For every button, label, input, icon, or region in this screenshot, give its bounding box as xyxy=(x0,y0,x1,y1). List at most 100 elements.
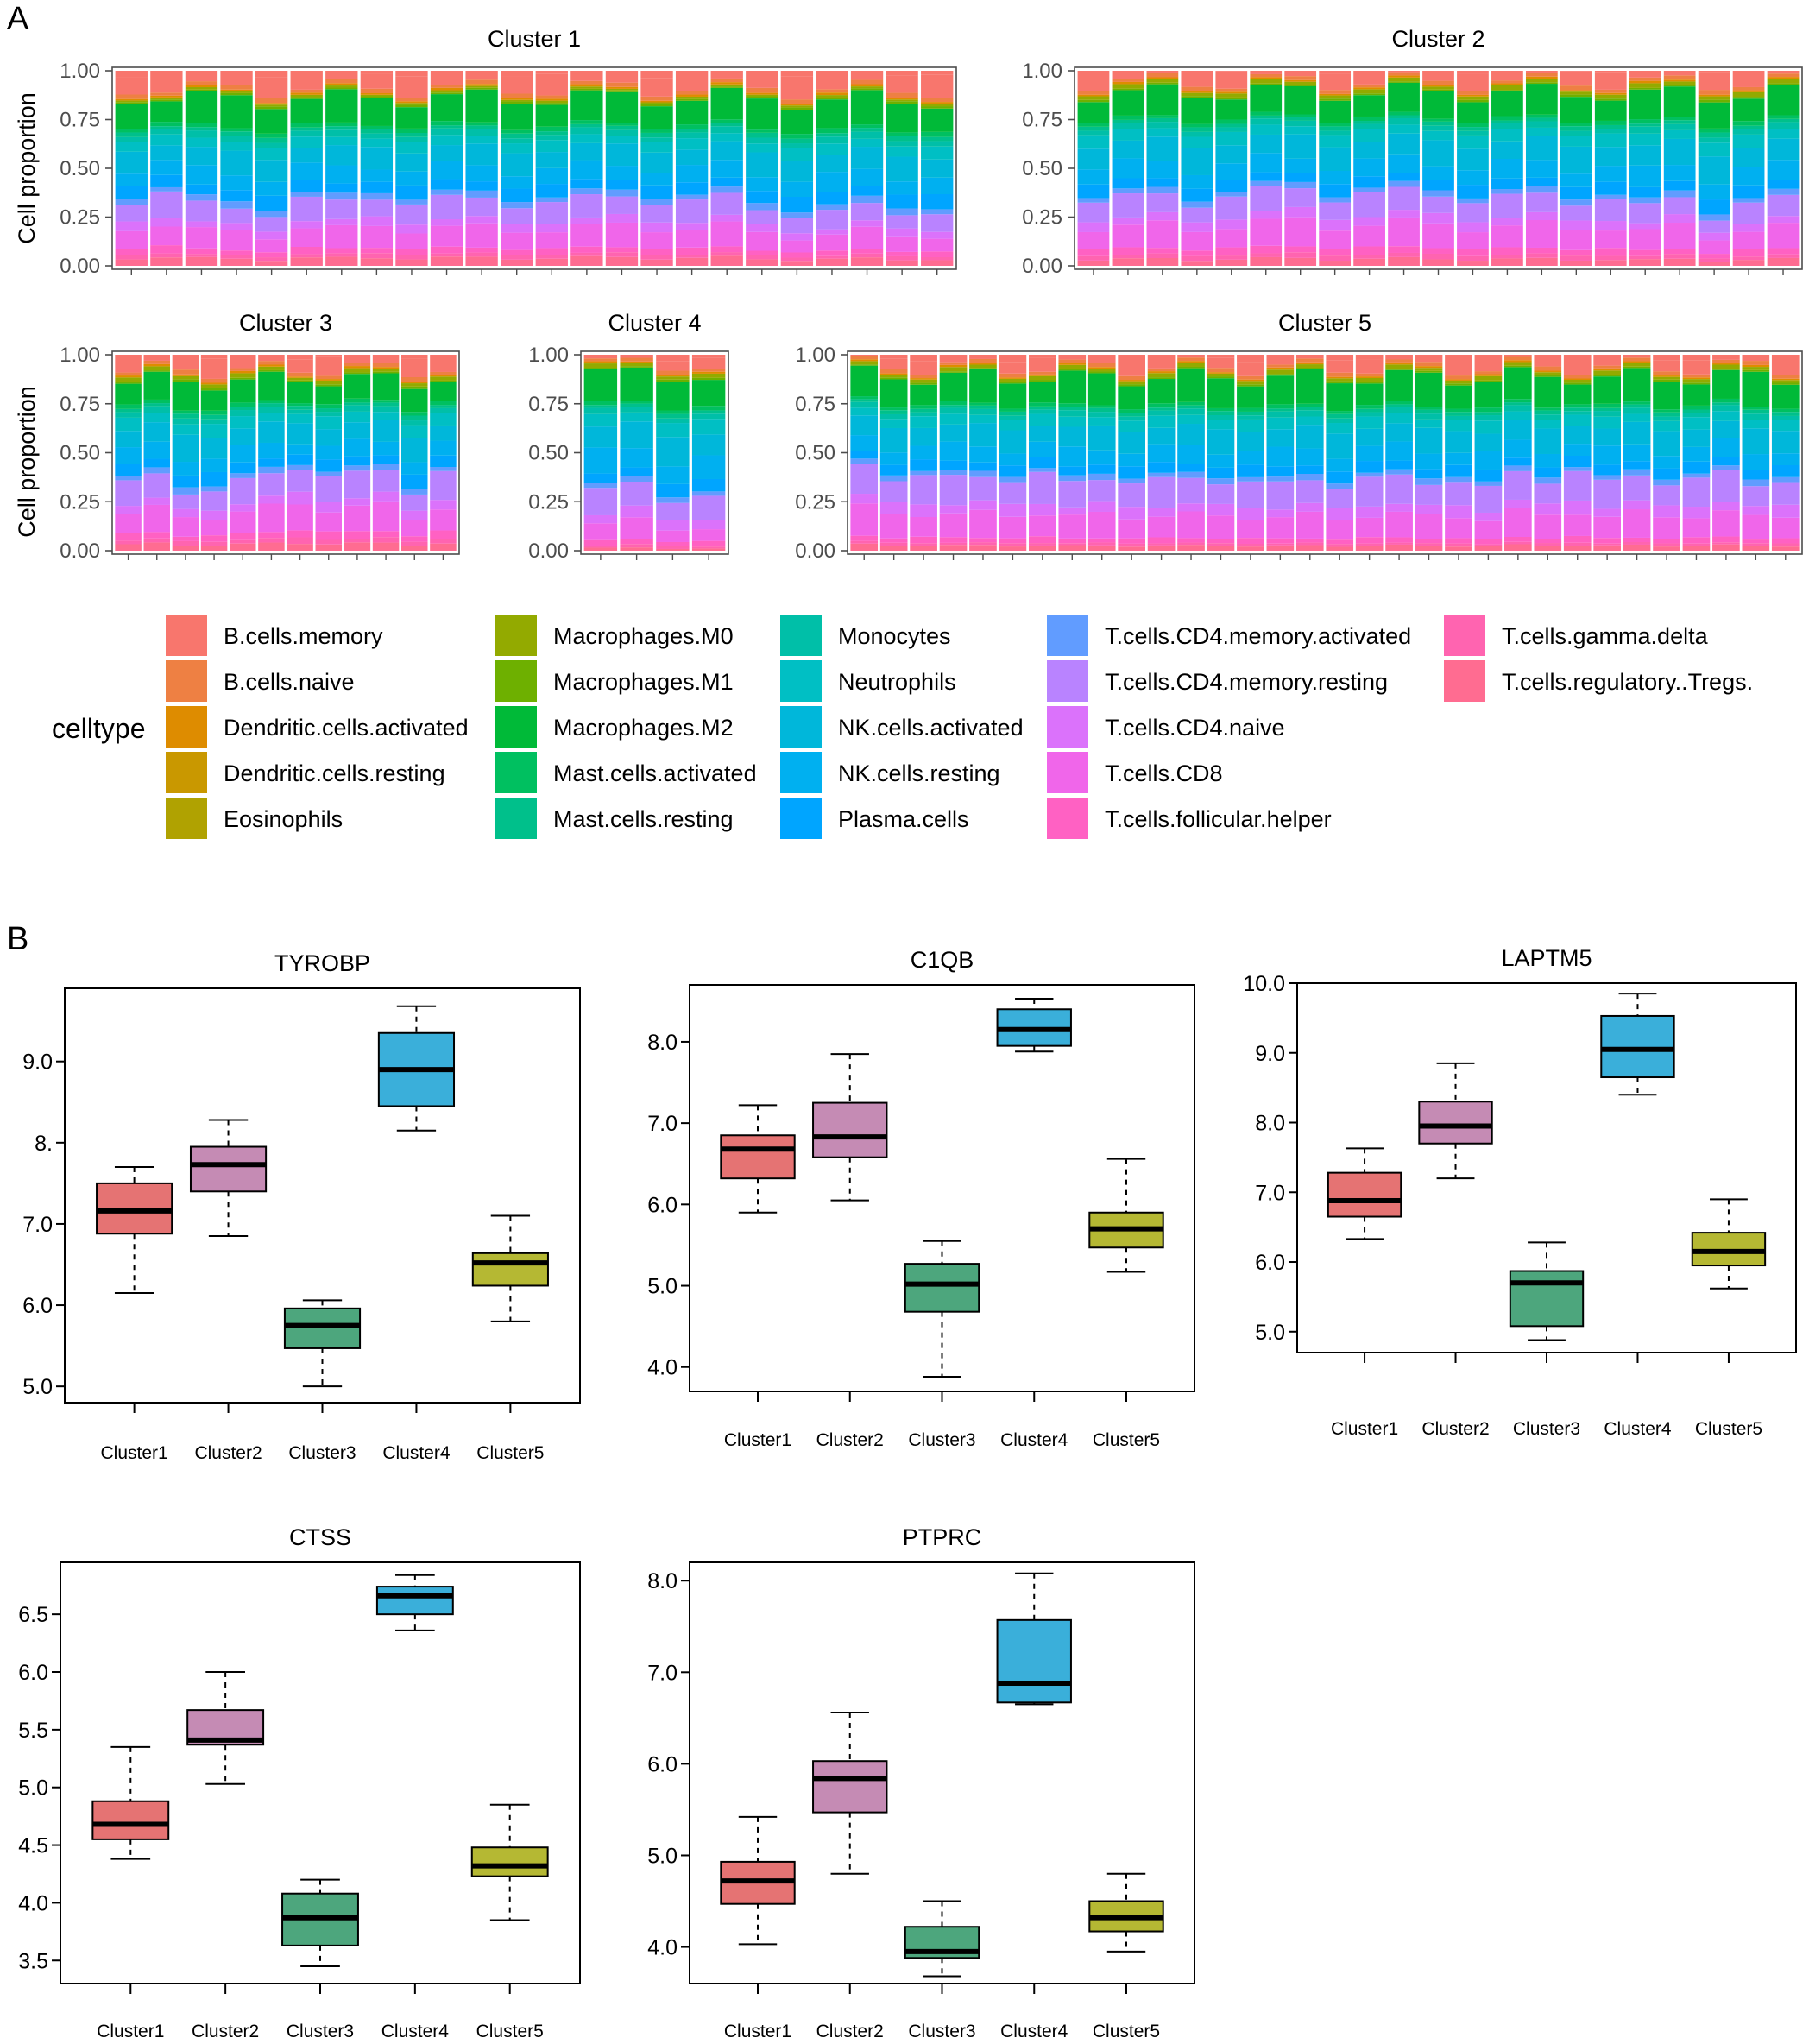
bar-segment-T.cells.CD8 xyxy=(620,517,653,539)
bar-segment-T.cells.CD4.memory.resting xyxy=(675,199,709,224)
bar-segment-T.cells.regulatory..Tregs. xyxy=(780,261,814,266)
bar-segment-B.cells.naive xyxy=(1663,75,1696,80)
bar-segment-T.cells.gamma.delta xyxy=(1682,543,1711,546)
bar-segment-T.cells.CD4.naive xyxy=(1534,503,1562,515)
bar-segment-Macrophages.M2 xyxy=(143,371,171,400)
bar-segment-T.cells.gamma.delta xyxy=(1355,543,1384,546)
bar-segment-T.cells.regulatory..Tregs. xyxy=(1653,546,1680,551)
bar-segment-Macrophages.M1 xyxy=(1147,377,1176,380)
bar-segment-T.cells.CD4.memory.activated xyxy=(1534,477,1562,484)
bar-segment-T.cells.gamma.delta xyxy=(344,539,371,543)
bar-segment-T.cells.follicular.helper xyxy=(1385,537,1413,543)
stacked-bar xyxy=(185,71,218,266)
bar-segment-T.cells.CD4.naive xyxy=(1388,210,1420,218)
bar-segment-T.cells.CD8 xyxy=(360,225,394,249)
bar-segment-B.cells.memory xyxy=(1742,355,1770,362)
bar-segment-Plasma.cells xyxy=(1504,457,1532,466)
bar-segment-Macrophages.M0 xyxy=(1237,381,1264,385)
bar-segment-T.cells.CD4.memory.activated xyxy=(1385,469,1413,475)
bar-segment-Macrophages.M0 xyxy=(1207,373,1235,377)
bar-segment-Macrophages.M1 xyxy=(287,380,313,382)
bar-segment-Neutrophils xyxy=(1266,417,1295,430)
bar-segment-T.cells.CD8 xyxy=(1250,218,1283,246)
box-cluster4 xyxy=(375,1574,454,1631)
bar-segment-T.cells.gamma.delta xyxy=(1712,542,1740,545)
bar-segment-T.cells.CD4.naive xyxy=(1742,506,1770,515)
bar-segment-T.cells.CD4.memory.resting xyxy=(143,473,171,498)
bar-segment-T.cells.regulatory..Tregs. xyxy=(372,542,400,551)
bar-segment-NK.cells.resting xyxy=(1177,445,1205,464)
bar-segment-Plasma.cells xyxy=(1266,466,1295,477)
bar-segment-NK.cells.activated xyxy=(1623,421,1651,445)
stacked-bar xyxy=(1422,71,1454,266)
stacked-bar xyxy=(1250,71,1283,266)
bar-segment-Mast.cells.activated xyxy=(430,121,463,126)
bar-segment-Macrophages.M2 xyxy=(999,383,1027,409)
bar-segment-B.cells.memory xyxy=(185,71,218,82)
bar-segment-B.cells.memory xyxy=(879,358,908,369)
bar-segment-T.cells.follicular.helper xyxy=(1415,539,1443,544)
bar-segment-B.cells.memory xyxy=(921,71,954,75)
bar-segment-T.cells.CD4.naive xyxy=(1207,503,1235,516)
bar-segment-B.cells.naive xyxy=(1147,368,1176,372)
bar-segment-T.cells.follicular.helper xyxy=(879,538,908,543)
bar-segment-B.cells.memory xyxy=(620,355,653,358)
bar-segment-Macrophages.M0 xyxy=(1534,372,1562,375)
bar-segment-Mast.cells.activated xyxy=(1629,119,1661,124)
bar-segment-Neutrophils xyxy=(372,412,400,420)
bar-segment-B.cells.memory xyxy=(400,355,428,359)
bar-segment-Plasma.cells xyxy=(344,456,371,466)
bar-segment-T.cells.CD8 xyxy=(430,509,457,531)
bar-segment-T.cells.CD4.naive xyxy=(570,217,603,224)
stacked-bar xyxy=(1058,355,1087,551)
bar-segment-Macrophages.M2 xyxy=(1415,372,1443,407)
bar-segment-Macrophages.M1 xyxy=(605,90,639,92)
bar-segment-Dendritic.cells.activated xyxy=(290,92,323,95)
bar-segment-Macrophages.M2 xyxy=(325,89,358,123)
bar-segment-Macrophages.M1 xyxy=(143,370,171,372)
y-tick-label: 6.0 xyxy=(22,1294,53,1318)
bar-segment-T.cells.follicular.helper xyxy=(910,536,937,544)
bar-segment-Neutrophils xyxy=(1077,135,1110,149)
bar-segment-Macrophages.M1 xyxy=(886,101,918,104)
bar-segment-Macrophages.M2 xyxy=(850,90,884,125)
bar-segment-T.cells.CD4.memory.resting xyxy=(1534,483,1562,504)
bar-segment-B.cells.naive xyxy=(886,92,918,98)
stacked-bar xyxy=(999,355,1027,551)
bar-segment-Plasma.cells xyxy=(1295,465,1324,475)
bar-segment-Mast.cells.activated xyxy=(570,120,603,124)
bar-segment-Mast.cells.activated xyxy=(1563,404,1592,408)
bar-segment-Dendritic.cells.activated xyxy=(344,366,371,369)
bar-segment-NK.cells.activated xyxy=(1250,134,1283,154)
bar-segment-T.cells.follicular.helper xyxy=(1629,249,1661,256)
bar-segment-Macrophages.M1 xyxy=(535,103,568,105)
bar-segment-T.cells.follicular.helper xyxy=(1563,535,1592,543)
bar-segment-Mast.cells.activated xyxy=(1177,401,1205,406)
bar-segment-Dendritic.cells.activated xyxy=(172,374,199,376)
stacked-bar xyxy=(1087,355,1116,551)
bar-segment-Mast.cells.resting xyxy=(229,407,256,411)
legend-label: Eosinophils xyxy=(224,806,343,832)
bar-segment-NK.cells.resting xyxy=(1029,441,1056,457)
bar-segment-Dendritic.cells.activated xyxy=(1663,79,1696,82)
bar-segment-Macrophages.M2 xyxy=(400,388,428,413)
bar-segment-T.cells.CD8 xyxy=(1146,220,1179,249)
bar-segment-Plasma.cells xyxy=(360,181,394,193)
bar-segment-Dendritic.cells.activated xyxy=(921,102,954,104)
bar-segment-T.cells.CD4.naive xyxy=(710,214,743,222)
x-tick-label: Cluster5 xyxy=(1093,1430,1160,1450)
bar-segment-Mast.cells.activated xyxy=(1215,119,1248,124)
bar-segment-NK.cells.activated xyxy=(640,152,673,173)
bar-segment-T.cells.CD4.naive xyxy=(1422,212,1454,224)
bar-segment-Mast.cells.activated xyxy=(1682,405,1711,410)
bar-segment-NK.cells.resting xyxy=(430,160,463,180)
bar-segment-Neutrophils xyxy=(143,413,171,423)
bar-segment-Macrophages.M2 xyxy=(746,98,778,130)
bar-segment-T.cells.gamma.delta xyxy=(115,540,142,545)
bar-segment-B.cells.naive xyxy=(1146,73,1179,78)
bar-segment-T.cells.follicular.helper xyxy=(290,247,323,255)
bar-segment-T.cells.CD8 xyxy=(1388,217,1420,247)
